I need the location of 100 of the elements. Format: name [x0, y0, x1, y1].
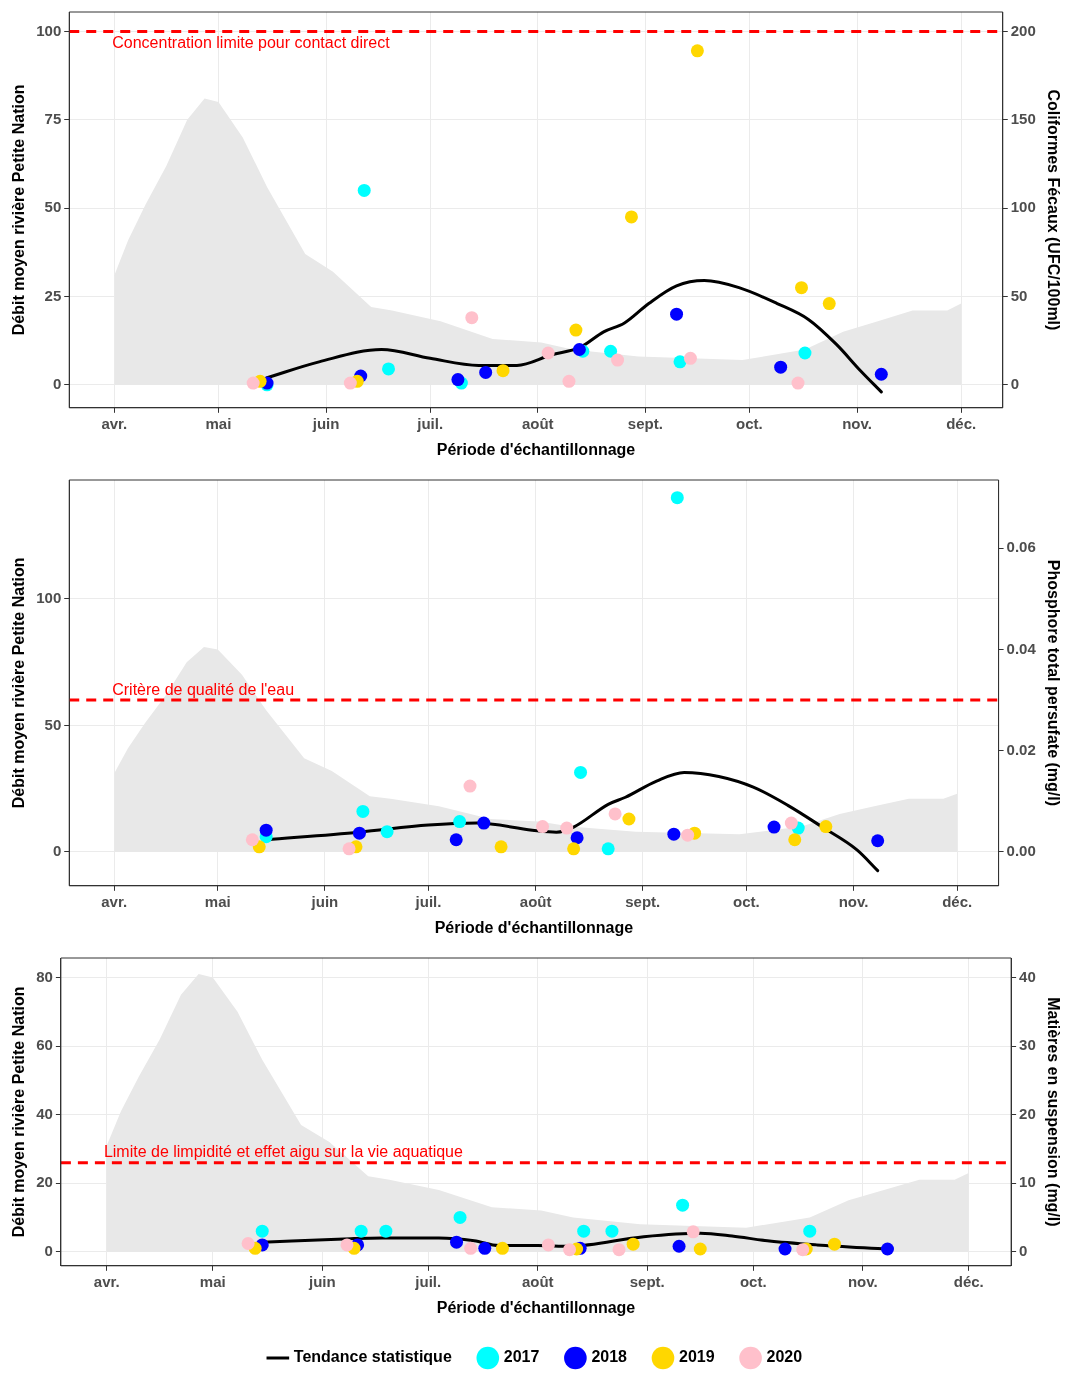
point — [874, 367, 888, 381]
point — [690, 44, 704, 58]
legend-label: 2020 — [766, 1348, 803, 1366]
point — [450, 1235, 464, 1249]
y2-tick-label: 0.00 — [1006, 842, 1036, 860]
ref-line-label: Limite de limpidité et effet aigu sur la vie aquatique — [103, 1143, 464, 1161]
point — [354, 1224, 368, 1238]
x-tick-label: nov. — [842, 414, 872, 432]
y-tick-label: 75 — [44, 109, 62, 127]
y2-tick-label: 20 — [1019, 1104, 1036, 1122]
x-tick-label: août — [519, 892, 552, 910]
y2-tick-label: 150 — [1010, 109, 1036, 127]
x-tick-label: déc. — [953, 1272, 984, 1290]
point — [541, 346, 555, 360]
point — [246, 376, 260, 390]
point — [478, 1241, 492, 1255]
x-tick-label: juil. — [414, 892, 442, 910]
y2-axis-title: Coliformes Fécaux (UFC/100ml) — [1044, 89, 1062, 331]
point — [563, 1243, 577, 1257]
point — [794, 281, 808, 295]
x-tick-label: août — [521, 414, 554, 432]
x-tick-label: mai — [205, 414, 232, 432]
point — [819, 820, 833, 834]
y-tick-label: 100 — [36, 589, 62, 607]
x-tick-label: juin — [310, 892, 339, 910]
x-tick-label: avr. — [101, 414, 128, 432]
point — [465, 311, 479, 325]
point — [245, 833, 259, 847]
x-tick-label: mai — [199, 1272, 226, 1290]
y-tick-label: 50 — [44, 715, 62, 733]
point — [463, 779, 477, 793]
point — [605, 1224, 619, 1238]
point — [788, 833, 802, 847]
point — [791, 376, 805, 390]
y2-tick-label: 0.06 — [1006, 538, 1036, 556]
point — [822, 297, 836, 311]
y-tick-label: 40 — [36, 1104, 53, 1122]
point — [449, 833, 463, 847]
point — [572, 342, 586, 356]
y-tick-label: 0 — [44, 1241, 53, 1259]
point — [798, 346, 812, 360]
y-tick-label: 0 — [52, 374, 62, 392]
point — [871, 834, 885, 848]
point — [494, 840, 508, 854]
x-tick-label: oct. — [733, 892, 760, 910]
y-tick-label: 80 — [36, 967, 53, 985]
y-axis-title: Débit moyen rivière Petite Nation — [10, 986, 28, 1238]
x-tick-label: sept. — [627, 414, 663, 432]
point — [259, 823, 273, 837]
x-tick-label: oct. — [736, 414, 763, 432]
point — [693, 1242, 707, 1256]
legend-label: 2019 — [678, 1348, 715, 1366]
x-tick-label: nov. — [838, 892, 869, 910]
x-tick-label: avr. — [93, 1272, 120, 1290]
x-tick-label: juil. — [414, 1272, 442, 1290]
point — [464, 1241, 478, 1255]
ref-line-label: Critère de qualité de l'eau — [112, 680, 295, 698]
point — [784, 816, 798, 830]
x-tick-label: avr. — [101, 892, 128, 910]
point — [560, 821, 574, 835]
point — [570, 831, 584, 845]
point — [803, 1224, 817, 1238]
point — [624, 210, 638, 224]
point — [673, 355, 687, 369]
y-axis-title: Débit moyen rivière Petite Nation — [10, 557, 28, 809]
point — [342, 842, 356, 856]
x-tick-label: août — [521, 1272, 554, 1290]
x-tick-label: déc. — [942, 892, 973, 910]
y-tick-label: 25 — [44, 286, 62, 304]
legend-label: Tendance statistique — [293, 1348, 452, 1366]
x-axis-title: Période d'échantillonnage — [434, 918, 634, 936]
point — [767, 820, 781, 834]
point — [340, 1238, 354, 1252]
point — [356, 804, 370, 818]
point — [255, 1224, 269, 1238]
point — [608, 807, 622, 821]
point — [569, 323, 583, 337]
point — [567, 842, 581, 856]
y-tick-label: 50 — [44, 198, 62, 216]
y2-tick-label: 0.04 — [1006, 639, 1037, 657]
point — [357, 183, 371, 197]
point — [577, 1224, 591, 1238]
ref-line-label: Concentration limite pour contact direct — [112, 33, 391, 51]
point — [479, 365, 493, 379]
legend-label: 2017 — [503, 1348, 540, 1366]
point — [453, 1210, 467, 1224]
x-tick-label: sept. — [629, 1272, 665, 1290]
y2-tick-label: 50 — [1010, 286, 1028, 304]
point — [382, 362, 396, 376]
point — [683, 351, 697, 365]
point — [562, 374, 576, 388]
x-axis-title: Période d'échantillonnage — [436, 1298, 636, 1316]
point — [241, 1237, 255, 1251]
point — [686, 1225, 700, 1239]
point — [453, 815, 467, 829]
y-tick-label: 60 — [36, 1036, 53, 1054]
y-axis-title: Débit moyen rivière Petite Nation — [10, 84, 28, 336]
y2-tick-label: 0 — [1019, 1241, 1028, 1259]
point — [477, 816, 491, 830]
x-tick-label: juin — [311, 414, 340, 432]
